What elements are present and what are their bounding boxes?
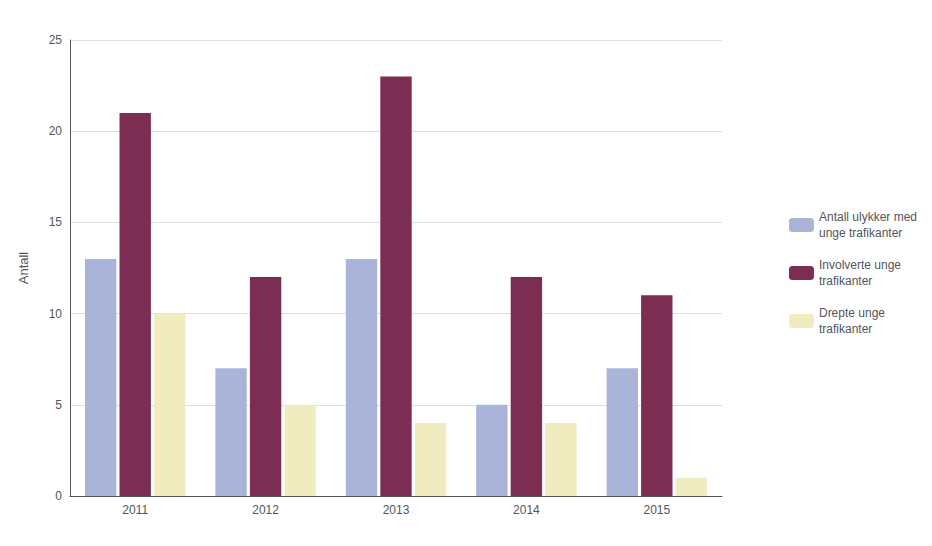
svg-text:2011: 2011 (122, 503, 148, 517)
svg-text:2014: 2014 (513, 503, 540, 517)
svg-text:2015: 2015 (643, 503, 670, 517)
svg-text:0: 0 (55, 489, 62, 503)
svg-text:2013: 2013 (383, 503, 410, 517)
svg-text:25: 25 (49, 33, 63, 47)
svg-text:Antall: Antall (16, 252, 31, 285)
svg-text:Involverte unge: Involverte unge (819, 258, 901, 272)
svg-text:5: 5 (55, 398, 62, 412)
svg-text:Antall ulykker med: Antall ulykker med (819, 210, 917, 224)
svg-text:2012: 2012 (252, 503, 279, 517)
svg-text:10: 10 (49, 307, 63, 321)
svg-text:unge trafikanter: unge trafikanter (819, 226, 902, 240)
svg-text:trafikanter: trafikanter (819, 322, 872, 336)
svg-text:trafikanter: trafikanter (819, 274, 872, 288)
svg-text:Drepte unge: Drepte unge (819, 306, 885, 320)
svg-text:20: 20 (49, 124, 63, 138)
svg-text:15: 15 (49, 215, 63, 229)
